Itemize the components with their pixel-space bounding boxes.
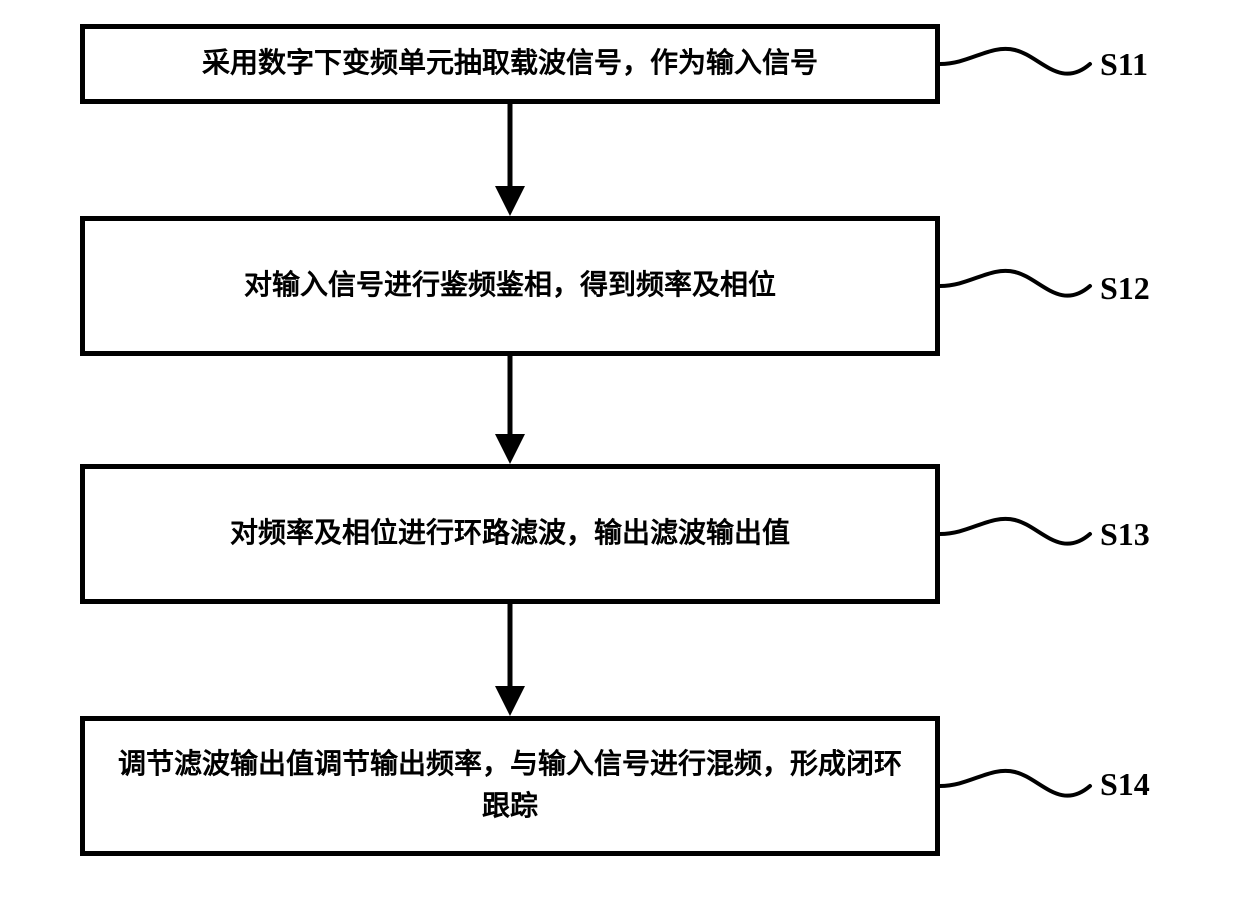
flow-step-s14: 调节滤波输出值调节输出频率，与输入信号进行混频，形成闭环跟踪 bbox=[80, 716, 940, 856]
flow-step-text: 对频率及相位进行环路滤波，输出滤波输出值 bbox=[230, 513, 790, 555]
flow-step-s11: 采用数字下变频单元抽取载波信号，作为输入信号 bbox=[80, 24, 940, 104]
step-label-s11: S11 bbox=[1100, 46, 1148, 83]
connector-to-l13 bbox=[940, 519, 1090, 544]
step-label-s13: S13 bbox=[1100, 516, 1150, 553]
flow-step-text: 调节滤波输出值调节输出频率，与输入信号进行混频，形成闭环跟踪 bbox=[105, 744, 915, 828]
flow-step-s13: 对频率及相位进行环路滤波，输出滤波输出值 bbox=[80, 464, 940, 604]
flow-step-s12: 对输入信号进行鉴频鉴相，得到频率及相位 bbox=[80, 216, 940, 356]
flowchart-canvas: 采用数字下变频单元抽取载波信号，作为输入信号 对输入信号进行鉴频鉴相，得到频率及… bbox=[0, 0, 1240, 916]
connector-to-l12 bbox=[940, 271, 1090, 296]
flow-step-text: 采用数字下变频单元抽取载波信号，作为输入信号 bbox=[202, 43, 818, 85]
connector-to-l11 bbox=[940, 49, 1090, 74]
step-label-s14: S14 bbox=[1100, 766, 1150, 803]
step-label-s12: S12 bbox=[1100, 270, 1150, 307]
connectors-group bbox=[940, 49, 1090, 796]
flow-step-text: 对输入信号进行鉴频鉴相，得到频率及相位 bbox=[244, 265, 776, 307]
connector-to-l14 bbox=[940, 771, 1090, 796]
